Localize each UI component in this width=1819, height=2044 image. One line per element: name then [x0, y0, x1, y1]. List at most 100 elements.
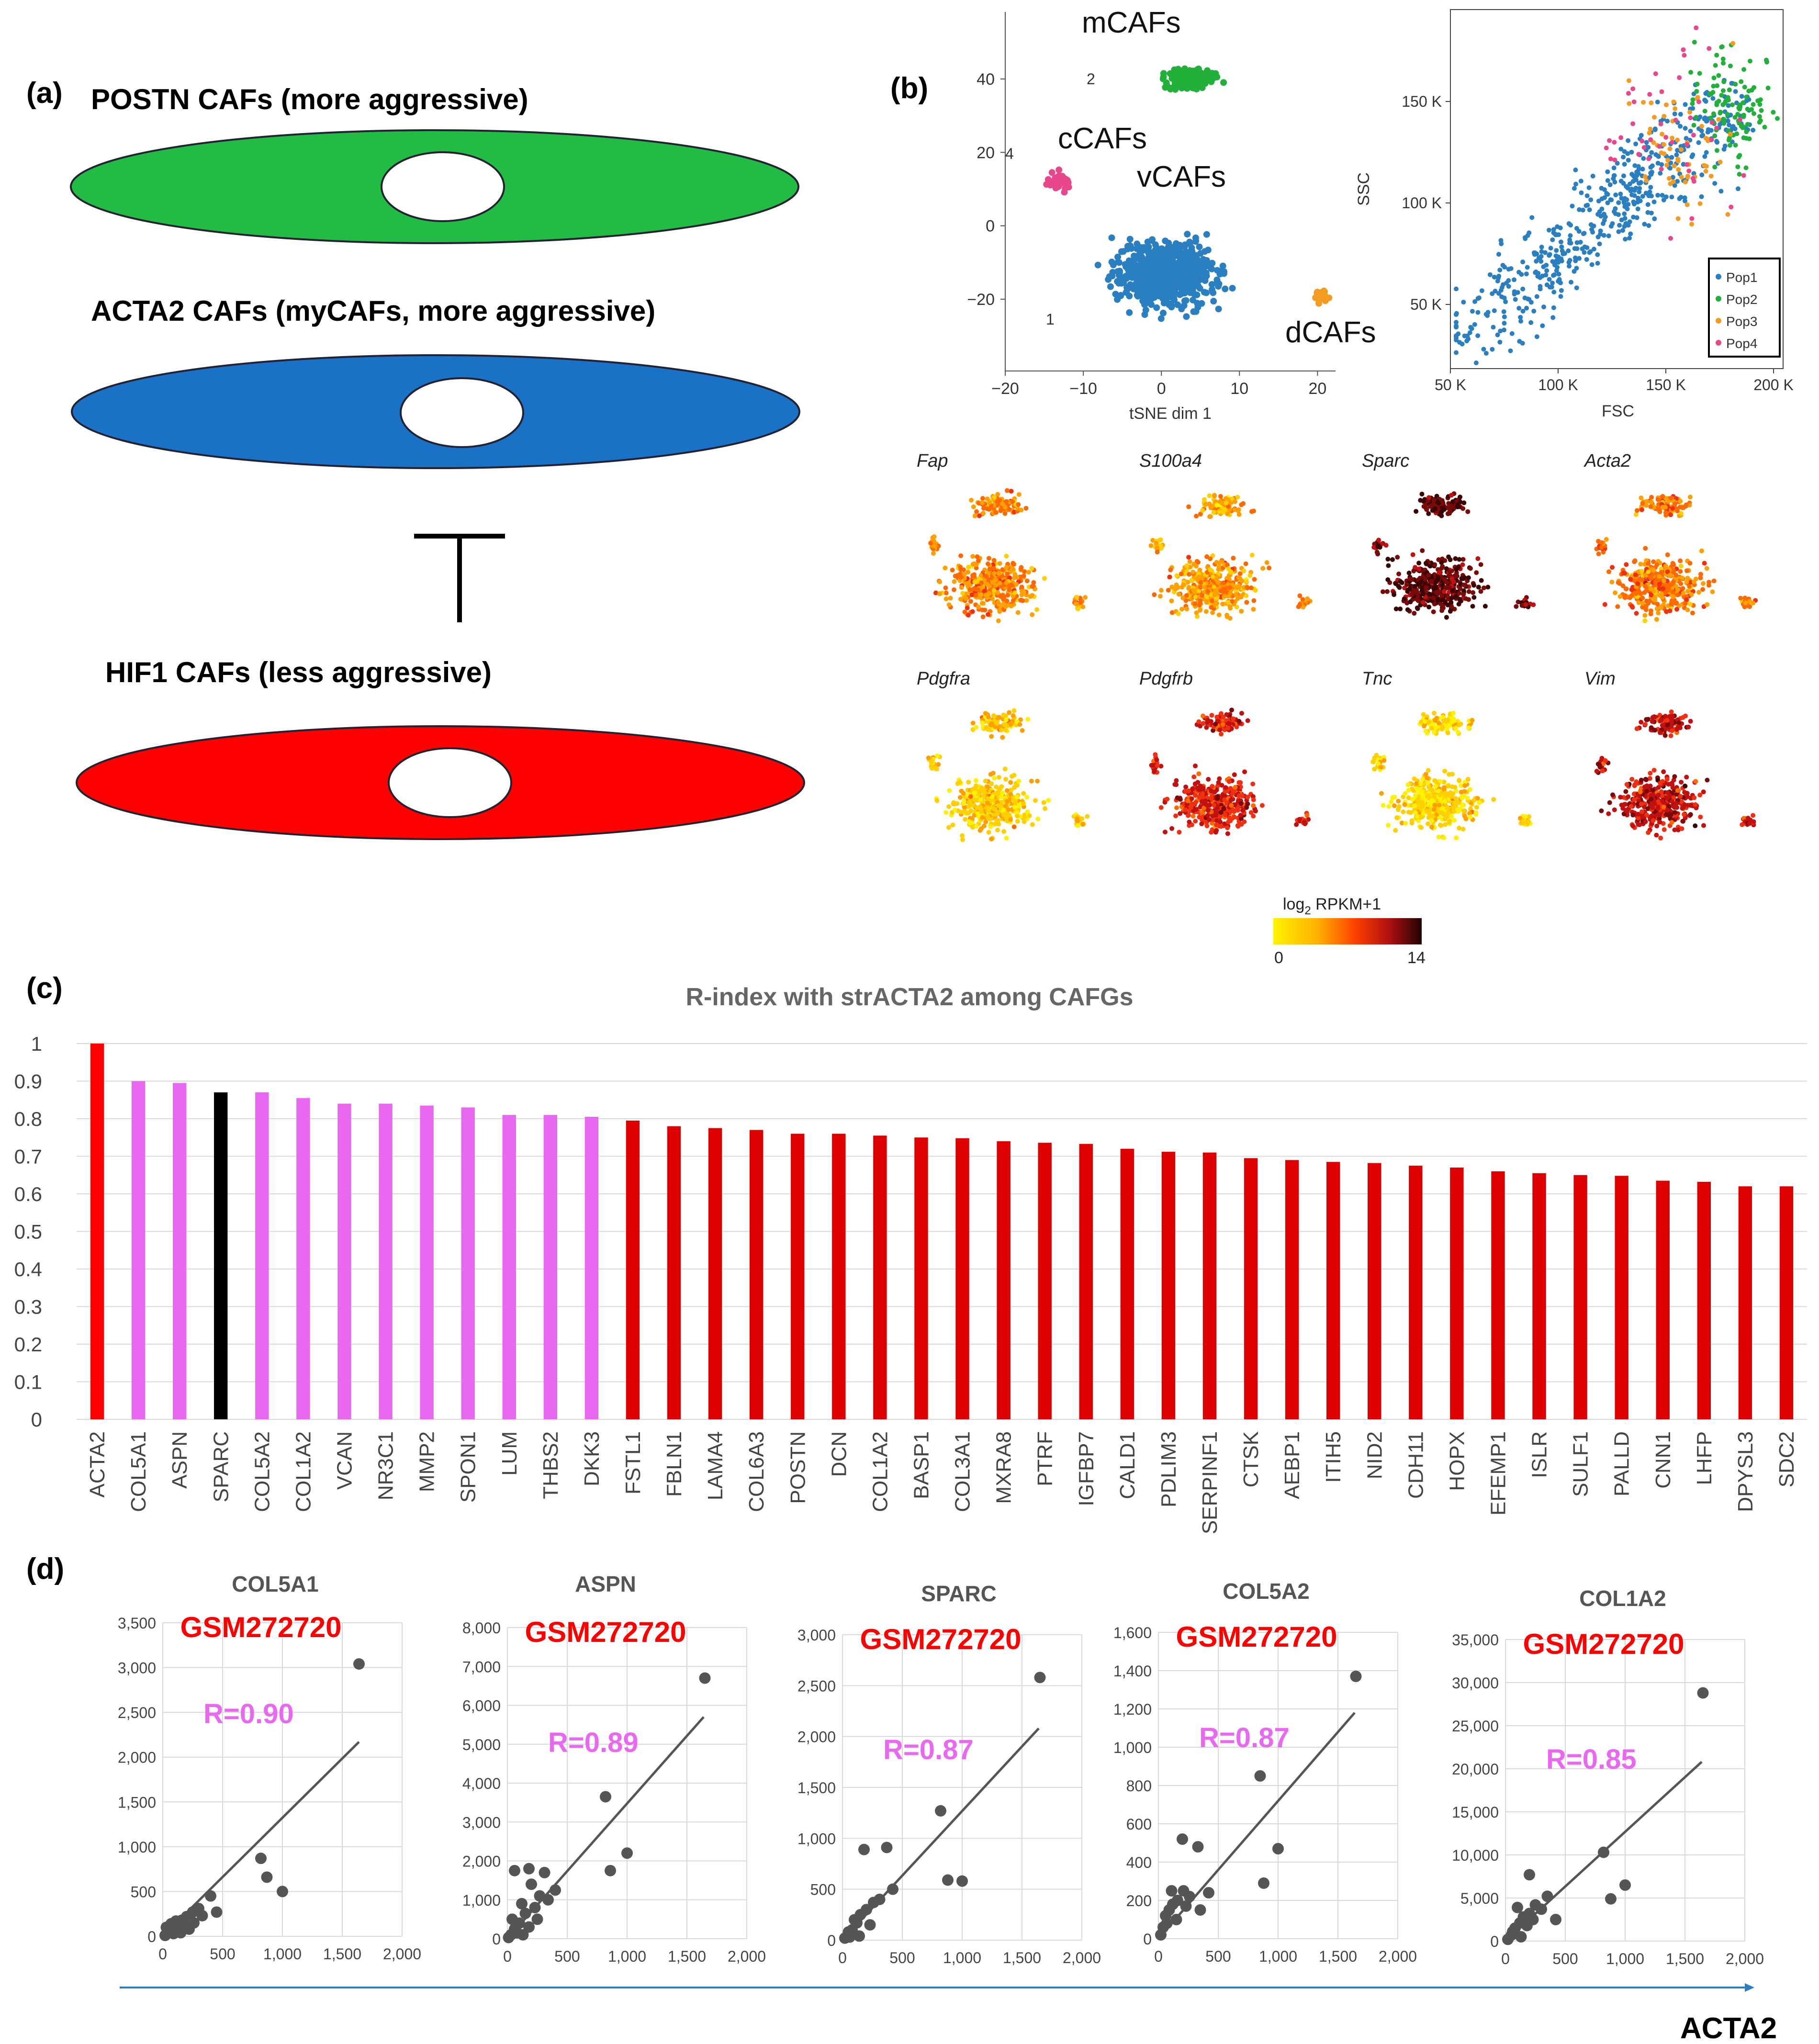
feature-plot-fap: Fap: [917, 451, 1088, 623]
fsc-point: [1528, 320, 1534, 325]
fsc-point: [1721, 116, 1726, 122]
fsc-point: [1686, 168, 1692, 174]
feature-point: [1225, 599, 1231, 605]
feature-plot-tnc: Tnc: [1362, 669, 1533, 841]
fsc-point: [1573, 167, 1578, 172]
fsc-point: [1626, 202, 1631, 207]
feature-point: [1461, 583, 1467, 588]
feature-point: [1649, 494, 1654, 500]
tsne-point: [1167, 250, 1174, 258]
feature-point: [1219, 731, 1224, 737]
feature-point: [977, 593, 982, 598]
fsc-point: [1704, 164, 1709, 169]
fsc-point: [1672, 111, 1677, 116]
feature-point: [1228, 591, 1233, 596]
feature-point: [1195, 614, 1200, 619]
feature-point: [1007, 587, 1012, 592]
fsc-point: [1634, 173, 1639, 178]
tsne-point: [1320, 287, 1327, 294]
fsc-point: [1725, 212, 1730, 217]
fsc-point: [1589, 262, 1594, 267]
feature-point: [1152, 592, 1157, 597]
feature-point: [1684, 568, 1689, 573]
fsc-point: [1588, 197, 1594, 202]
fsc-point: [1538, 258, 1544, 264]
feature-point: [1396, 571, 1402, 576]
feature-point: [930, 535, 935, 540]
fsc-point: [1538, 254, 1544, 259]
fsc-point: [1454, 311, 1459, 316]
fsc-point: [1678, 112, 1683, 117]
feature-point: [996, 602, 1001, 607]
tsne-cluster-label: mCAFs: [1082, 6, 1181, 39]
feature-point: [1004, 553, 1009, 559]
feature-point: [1386, 823, 1391, 828]
panel-b-label: (b): [890, 72, 928, 105]
feature-point: [1190, 786, 1195, 791]
feature-point: [976, 558, 981, 563]
feature-point: [1374, 550, 1380, 555]
feature-point: [1190, 570, 1196, 575]
tsne-point: [1196, 285, 1203, 292]
fsc-point: [1741, 135, 1746, 140]
feature-point: [1008, 792, 1013, 797]
feature-point: [1251, 606, 1256, 612]
feature-point: [1241, 568, 1246, 573]
feature-point: [1236, 507, 1241, 512]
feature-point: [1707, 580, 1712, 585]
feature-point: [1075, 823, 1080, 828]
feature-point: [1389, 799, 1394, 805]
feature-point: [1440, 724, 1445, 729]
feature-point: [1628, 577, 1633, 582]
feature-point: [1004, 499, 1009, 504]
feature-point: [1209, 795, 1214, 800]
fsc-point: [1483, 350, 1489, 356]
feature-point: [984, 574, 989, 579]
postn-caf-nucleus: [381, 151, 505, 222]
feature-point: [1419, 585, 1425, 590]
feature-point: [1243, 561, 1248, 566]
tsne-point: [1145, 245, 1152, 252]
tsne-point: [1126, 292, 1133, 300]
tsne-point: [1200, 256, 1207, 263]
fsc-point: [1528, 300, 1534, 305]
feature-point: [1671, 594, 1676, 599]
fsc-point: [1727, 135, 1732, 141]
feature-point: [1654, 562, 1660, 567]
fsc-point: [1631, 199, 1636, 204]
feature-point: [1003, 717, 1009, 722]
feature-point: [1000, 735, 1005, 740]
feature-point: [978, 808, 984, 813]
feature-point: [1236, 512, 1242, 517]
fsc-y-label: SSC: [1355, 172, 1373, 206]
feature-point: [1678, 563, 1684, 569]
tsne-x-tick-label: −10: [1069, 380, 1097, 398]
feature-point: [1076, 606, 1081, 612]
feature-point: [1236, 719, 1242, 724]
feature-point: [1478, 562, 1483, 567]
fsc-point: [1676, 167, 1681, 172]
fsc-point: [1619, 217, 1624, 223]
feature-point: [1244, 579, 1249, 584]
fsc-point: [1660, 132, 1665, 137]
fsc-point: [1520, 259, 1526, 265]
fsc-point: [1472, 299, 1478, 304]
feature-point: [926, 755, 931, 761]
fsc-point: [1566, 248, 1571, 253]
tsne-x-tick-label: −20: [991, 380, 1019, 398]
fsc-point: [1688, 115, 1693, 121]
fsc-point: [1735, 112, 1740, 117]
feature-point: [1030, 822, 1035, 827]
fsc-point: [1647, 92, 1652, 97]
feature-point: [1214, 822, 1219, 828]
fsc-point: [1716, 73, 1721, 78]
fsc-point: [1721, 146, 1727, 152]
feature-point: [965, 605, 970, 610]
feature-point: [957, 780, 963, 785]
feature-point: [959, 788, 964, 794]
fsc-point: [1711, 75, 1717, 80]
feature-point: [1149, 763, 1154, 768]
feature-point: [1007, 710, 1012, 715]
fsc-point: [1741, 112, 1746, 118]
feature-point: [1457, 597, 1462, 603]
